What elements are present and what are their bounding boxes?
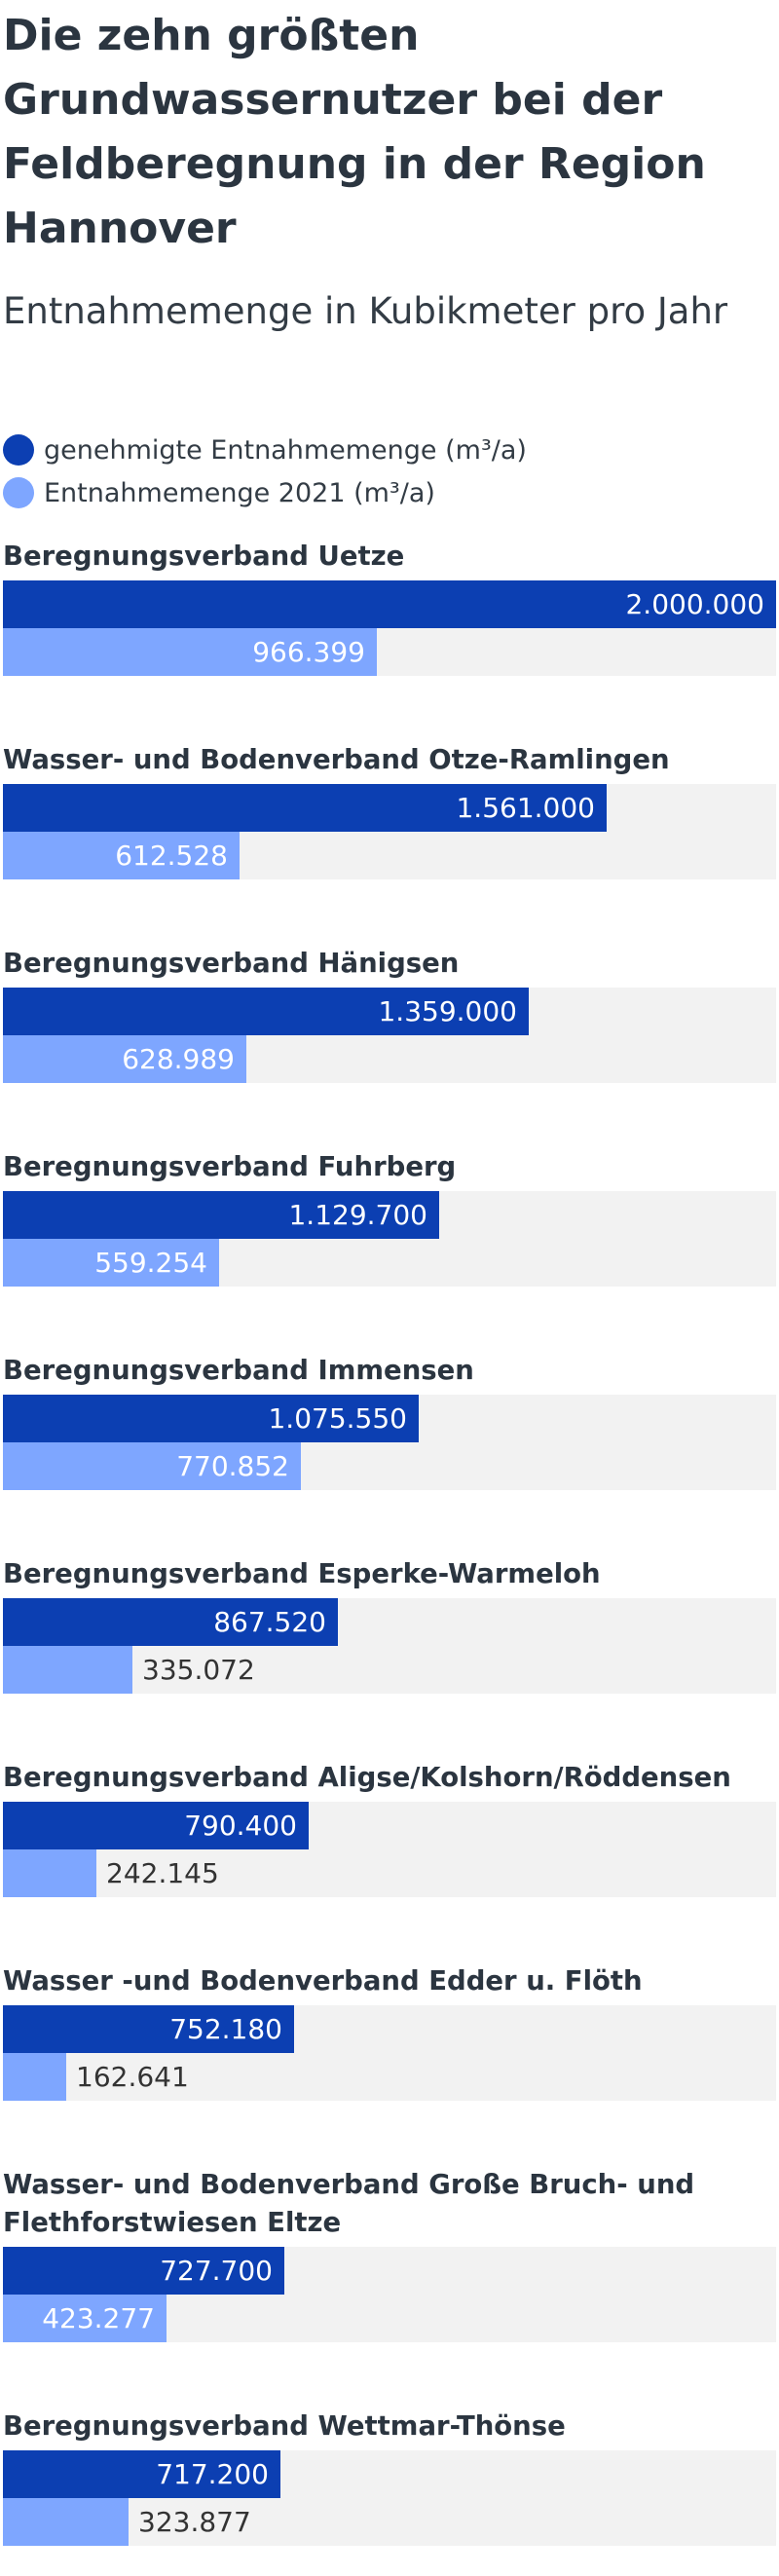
bar-approved bbox=[3, 2450, 280, 2498]
category-label: Wasser- und Bodenverband Otze-Ramlingen bbox=[3, 744, 670, 775]
legend: genehmigte Entnahmemenge (m³/a) Entnahme… bbox=[3, 429, 527, 514]
value-label-2021: 770.852 bbox=[176, 1450, 289, 1482]
bar-2021 bbox=[3, 2053, 66, 2101]
bar-2021 bbox=[3, 2498, 129, 2546]
bar-track: 752.180 162.641 bbox=[3, 2005, 776, 2101]
bar-approved bbox=[3, 784, 607, 832]
bar-2021 bbox=[3, 1239, 219, 1287]
bar-2021 bbox=[3, 1442, 301, 1490]
category-label: Beregnungsverband Fuhrberg bbox=[3, 1151, 457, 1182]
bar-2021 bbox=[3, 628, 377, 676]
bar-track: 727.700 423.277 bbox=[3, 2247, 776, 2342]
bar-approved bbox=[3, 988, 529, 1035]
value-label-approved: 2.000.000 bbox=[625, 588, 764, 620]
bar-track: 867.520 335.072 bbox=[3, 1598, 776, 1694]
value-label-2021: 335.072 bbox=[142, 1654, 255, 1686]
bar-2021 bbox=[3, 1646, 132, 1694]
legend-item-approved: genehmigte Entnahmemenge (m³/a) bbox=[3, 429, 527, 471]
category-label: Beregnungsverband Uetze bbox=[3, 541, 405, 572]
category-label: Beregnungsverband Immensen bbox=[3, 1355, 474, 1386]
bar-2021 bbox=[3, 832, 240, 879]
category-label: Beregnungsverband Hänigsen bbox=[3, 948, 460, 979]
value-label-2021: 612.528 bbox=[115, 840, 228, 872]
bar-track: 717.200 323.877 bbox=[3, 2450, 776, 2546]
value-label-2021: 423.277 bbox=[42, 2302, 155, 2334]
value-label-2021: 242.145 bbox=[106, 1857, 219, 1889]
legend-item-2021: Entnahmemenge 2021 (m³/a) bbox=[3, 471, 527, 514]
legend-label-2021: Entnahmemenge 2021 (m³/a) bbox=[44, 477, 435, 508]
category-label: Beregnungsverband Esperke-Warmeloh bbox=[3, 1558, 601, 1589]
bar-approved bbox=[3, 1191, 439, 1239]
value-label-approved: 752.180 bbox=[169, 2013, 282, 2045]
legend-label-approved: genehmigte Entnahmemenge (m³/a) bbox=[44, 434, 527, 466]
value-label-approved: 1.359.000 bbox=[378, 995, 517, 1027]
value-label-approved: 790.400 bbox=[184, 1810, 297, 1842]
bar-approved bbox=[3, 1598, 338, 1646]
bar-track: 2.000.000 966.399 bbox=[3, 580, 776, 676]
chart-title: Die zehn größten Grundwassernutzer bei d… bbox=[3, 11, 706, 253]
legend-swatch-approved bbox=[3, 434, 34, 466]
value-label-approved: 1.075.550 bbox=[268, 1402, 407, 1435]
category-label: Beregnungsverband Aligse/Kolshorn/Rödden… bbox=[3, 1762, 731, 1793]
category-label: Beregnungsverband Wettmar-Thönse bbox=[3, 2410, 566, 2442]
bar-approved bbox=[3, 2005, 294, 2053]
value-label-2021: 966.399 bbox=[252, 636, 365, 668]
value-label-approved: 1.129.700 bbox=[288, 1199, 427, 1231]
value-label-2021: 628.989 bbox=[122, 1043, 235, 1075]
chart-subtitle: Entnahmemenge in Kubikmeter pro Jahr bbox=[3, 290, 728, 332]
value-label-2021: 323.877 bbox=[138, 2506, 251, 2538]
bar-track: 1.075.550 770.852 bbox=[3, 1395, 776, 1490]
bar-track: 1.359.000 628.989 bbox=[3, 988, 776, 1083]
category-label: Wasser- und Bodenverband Große Bruch- un… bbox=[3, 2169, 695, 2238]
bar-track: 1.129.700 559.254 bbox=[3, 1191, 776, 1287]
bar-approved bbox=[3, 1395, 419, 1442]
bar-track: 790.400 242.145 bbox=[3, 1802, 776, 1897]
value-label-approved: 717.200 bbox=[156, 2458, 269, 2490]
bar-track: 1.561.000 612.528 bbox=[3, 784, 776, 879]
bar-approved bbox=[3, 1802, 309, 1849]
value-label-approved: 727.700 bbox=[160, 2255, 273, 2287]
bar-2021 bbox=[3, 1035, 246, 1083]
bar-approved bbox=[3, 2247, 284, 2295]
bar-2021 bbox=[3, 2295, 167, 2342]
bar-2021 bbox=[3, 1849, 96, 1897]
value-label-2021: 162.641 bbox=[76, 2061, 189, 2093]
bar-approved bbox=[3, 580, 776, 628]
value-label-approved: 867.520 bbox=[213, 1606, 326, 1638]
legend-swatch-2021 bbox=[3, 477, 34, 508]
category-label: Wasser -und Bodenverband Edder u. Flöth bbox=[3, 1965, 643, 1997]
value-label-2021: 559.254 bbox=[94, 1247, 207, 1279]
value-label-approved: 1.561.000 bbox=[456, 792, 595, 824]
